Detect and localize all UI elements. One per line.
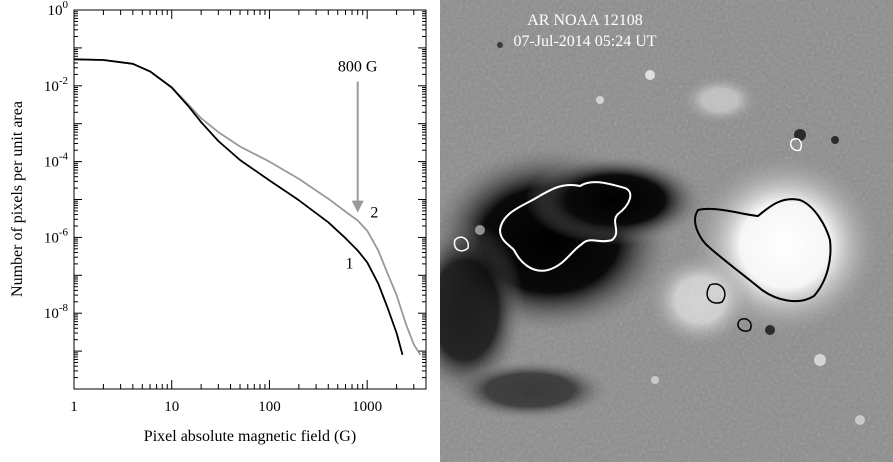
x-tick-label: 1000 [352,399,382,415]
y-axis-label: Number of pixels per unit area [9,101,26,297]
annotation-label: 800 G [338,58,378,75]
magnetogram-panel: AR NOAA 12108 07-Jul-2014 05:24 UT [440,0,893,462]
series-label-2: 2 [370,205,378,222]
x-axis-ticks: 1 10 100 1000 [70,10,427,415]
y-tick-label: 10-6 [44,226,69,246]
series-label-1: 1 [345,256,353,273]
magnetogram-specks [475,42,865,425]
x-tick-label: 100 [258,399,281,415]
y-tick-label: 10-4 [44,151,69,171]
magnetogram-image [440,0,893,462]
region-title: AR NOAA 12108 [527,12,643,29]
y-axis-ticks: 100 10-2 10-4 10-6 10-8 [44,0,426,390]
y-tick-label: 100 [48,0,69,19]
x-tick-label: 10 [164,399,179,415]
negative-contour [498,181,632,272]
y-tick-label: 10-2 [44,75,68,95]
observation-timestamp: 07-Jul-2014 05:24 UT [513,33,657,50]
positive-contour [694,198,832,303]
x-tick-label: 1 [70,399,78,415]
threshold-annotation: 800 G [338,58,378,213]
data-series: 12 [73,58,422,356]
annotation-arrow-head [351,200,364,213]
series-line-2 [73,58,422,356]
series-line-1 [73,58,404,356]
x-axis-label: Pixel absolute magnetic field (G) [144,428,356,445]
y-tick-label: 10-8 [44,302,69,322]
